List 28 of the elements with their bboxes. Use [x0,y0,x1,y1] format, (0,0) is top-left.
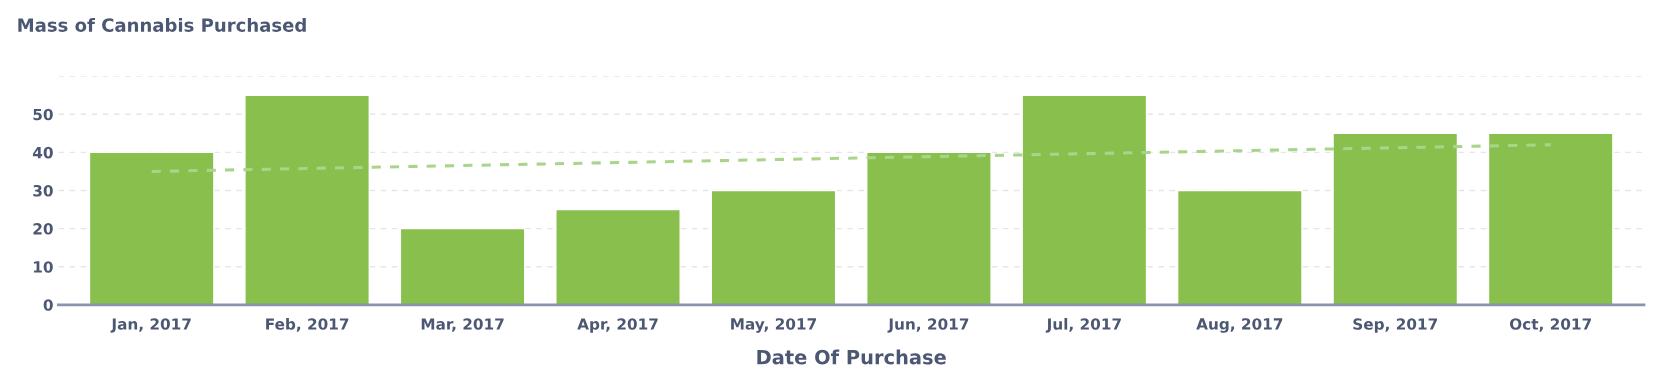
chart-title: Mass of Cannabis Purchased [18,17,306,32]
bar [866,151,992,305]
y-tick-label: 0 [43,299,53,311]
bar [710,189,837,305]
x-tick-label: Jan, 2017 [110,318,191,333]
bar [1487,132,1614,305]
bar [1021,94,1148,305]
x-axis-title: Date Of Purchase [757,349,946,365]
bar [244,94,371,305]
y-tick-label: 50 [33,108,53,121]
x-tick-label: May, 2017 [731,318,816,333]
y-tick-label: 40 [32,146,53,159]
bar [1176,189,1303,305]
bar [88,151,215,305]
x-tick-label: Jun, 2017 [887,318,969,333]
y-tick-label: 10 [34,261,53,273]
x-tick-label: Mar, 2017 [421,318,504,332]
x-tick-label: Aug, 2017 [1196,318,1283,333]
x-tick-label: Feb, 2017 [266,317,349,332]
x-tick-label: Apr, 2017 [577,318,658,333]
bar [399,227,526,305]
y-tick-label: 30 [33,184,53,197]
bar [555,208,681,305]
y-tick-label: 20 [33,223,53,235]
x-tick-label: Jul, 2017 [1045,317,1121,333]
bar [1332,132,1459,305]
x-tick-label: Oct, 2017 [1509,318,1591,332]
x-tick-label: Sep, 2017 [1353,318,1438,333]
